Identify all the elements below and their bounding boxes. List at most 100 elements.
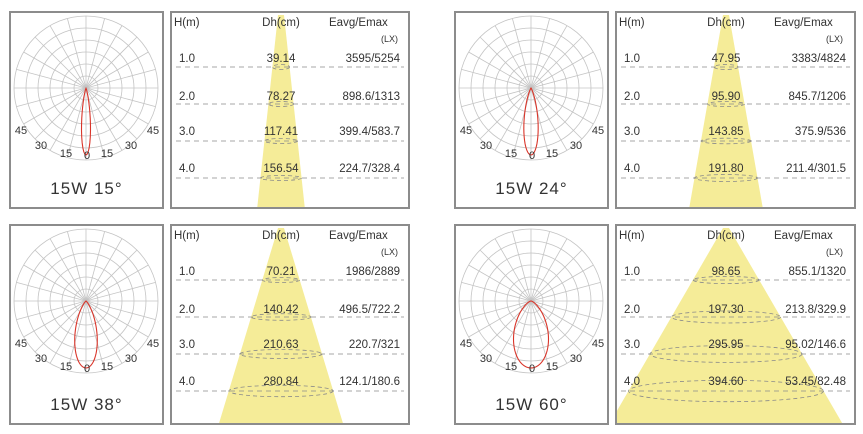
- header-illuminance: Eavg/Emax: [329, 230, 388, 242]
- illumination-table: H(m) Dh(cm) Eavg/Emax (LX) 1.0 47.95 3383/4824…: [615, 11, 856, 209]
- panel-15w-60deg: 45 30 15 0 15 30 45 15W 60° H(m) Dh(cm) Eavg/Ema…: [454, 224, 856, 425]
- light-cone: [621, 15, 850, 207]
- cell-diameter: 95.90: [711, 91, 741, 103]
- polar-angle-label: 15: [60, 148, 72, 160]
- cell-diameter: 191.80: [708, 163, 744, 175]
- panel-15w-24deg: 45 30 15 0 15 30 45 15W 24° H(m) Dh(cm) Eavg/Ema…: [454, 11, 856, 209]
- polar-caption: 15W 15°: [50, 179, 123, 198]
- polar-angle-label: 30: [35, 140, 47, 152]
- light-cone: [617, 228, 850, 423]
- beam-spot-ellipse: [628, 379, 824, 403]
- beam-spot-ellipse: [268, 101, 295, 107]
- header-height: H(m): [174, 17, 200, 29]
- cell-height: 2.0: [179, 91, 195, 103]
- beam-spot-ellipse: [694, 174, 758, 182]
- cell-illuminance: 211.4/301.5: [786, 163, 846, 175]
- intensity-curve: [74, 300, 98, 369]
- polar-angle-label: 45: [592, 125, 604, 137]
- cell-diameter: 98.65: [711, 266, 741, 278]
- cell-illuminance: 124.1/180.6: [339, 376, 400, 388]
- illumination-table: H(m) Dh(cm) Eavg/Emax (LX) 1.0 39.14 3595/5254…: [170, 11, 410, 209]
- polar-angle-label: 15: [101, 148, 113, 160]
- beam-spot-ellipse: [692, 276, 760, 285]
- polar-grid: 45 30 15 0 15 30 45: [13, 228, 159, 375]
- polar-caption: 15W 60°: [495, 395, 568, 414]
- header-illuminance: Eavg/Emax: [329, 17, 388, 29]
- polar-grid: 45 30 15 0 15 30 45: [458, 15, 604, 162]
- polar-angle-label: 30: [570, 353, 582, 365]
- polar-angle-label: 30: [125, 353, 137, 365]
- polar-diagram: 45 30 15 0 15 30 45 15W 38°: [9, 224, 164, 425]
- polar-angle-label: 15: [101, 361, 113, 373]
- beam-spot-ellipse: [264, 138, 299, 144]
- polar-diagram: 45 30 15 0 15 30 45 15W 60°: [454, 224, 609, 425]
- cell-height: 3.0: [179, 126, 195, 138]
- beam-spot-ellipse: [700, 137, 752, 145]
- light-cone: [176, 15, 404, 207]
- cell-illuminance: 224.7/328.4: [339, 163, 400, 175]
- polar-angle-label: 30: [125, 140, 137, 152]
- polar-diagram: 45 30 15 0 15 30 45 15W 15°: [9, 11, 164, 209]
- light-beam: [257, 15, 305, 207]
- cell-diameter: 280.84: [263, 376, 299, 388]
- panel-15w-38deg: 45 30 15 0 15 30 45 15W 38° H(m) Dh(cm) Eavg/Ema…: [9, 224, 410, 425]
- polar-angle-label: 0: [529, 150, 535, 162]
- cell-illuminance: 3595/5254: [345, 53, 400, 65]
- intensity-curve: [523, 87, 539, 156]
- polar-angle-label: 15: [546, 148, 558, 160]
- cell-height: 4.0: [624, 163, 640, 175]
- header-illuminance: Eavg/Emax: [774, 230, 833, 242]
- beam-spot-ellipse: [707, 101, 746, 107]
- header-unit: (LX): [381, 247, 399, 257]
- cell-illuminance: 898.6/1313: [342, 91, 400, 103]
- light-cone: [176, 228, 404, 423]
- intensity-curve: [80, 87, 92, 156]
- cell-illuminance: 1986/2889: [345, 266, 400, 278]
- polar-angle-label: 30: [480, 140, 492, 152]
- cell-illuminance: 496.5/722.2: [339, 304, 400, 316]
- header-height: H(m): [174, 230, 200, 242]
- cell-diameter: 70.21: [266, 266, 296, 278]
- header-diameter: Dh(cm): [707, 17, 745, 29]
- cell-illuminance: 399.4/583.7: [339, 126, 400, 138]
- polar-angle-label: 0: [84, 150, 90, 162]
- cell-illuminance: 53.45/82.48: [785, 376, 846, 388]
- cell-height: 2.0: [624, 91, 640, 103]
- cell-illuminance: 220.7/321: [348, 339, 400, 351]
- cell-height: 4.0: [624, 376, 640, 388]
- cell-diameter: 156.54: [263, 163, 299, 175]
- polar-angle-label: 15: [546, 361, 558, 373]
- beam-spot-ellipse: [260, 175, 303, 181]
- header-unit: (LX): [826, 247, 844, 257]
- panel-15w-15deg: 45 30 15 0 15 30 45 15W 15° H(m) Dh(cm) Eavg/Ema…: [9, 11, 410, 209]
- cell-diameter: 394.60: [708, 376, 744, 388]
- beam-spot-ellipse: [649, 345, 803, 363]
- polar-angle-label: 45: [15, 125, 27, 137]
- polar-diagram: 45 30 15 0 15 30 45 15W 24°: [454, 11, 609, 209]
- beam-spot-ellipse: [272, 64, 291, 70]
- header-height: H(m): [619, 17, 645, 29]
- cell-height: 4.0: [179, 163, 195, 175]
- cell-diameter: 140.42: [263, 304, 299, 316]
- cell-illuminance: 375.9/536: [794, 126, 846, 138]
- cell-diameter: 47.95: [711, 53, 741, 65]
- cell-diameter: 295.95: [708, 339, 744, 351]
- header-unit: (LX): [381, 34, 399, 44]
- polar-angle-label: 45: [460, 338, 472, 350]
- beam-spot-ellipse: [228, 384, 334, 398]
- header-illuminance: Eavg/Emax: [774, 17, 833, 29]
- cell-height: 2.0: [179, 304, 195, 316]
- beam-spot-ellipse: [239, 349, 323, 359]
- polar-angle-label: 45: [460, 125, 472, 137]
- cell-diameter: 210.63: [263, 339, 299, 351]
- polar-angle-label: 0: [529, 363, 535, 375]
- cell-illuminance: 845.7/1206: [788, 91, 846, 103]
- beam-spot-ellipse: [671, 310, 781, 324]
- polar-grid: 45 30 15 0 15 30 45: [13, 15, 159, 162]
- cell-illuminance: 3383/4824: [791, 53, 846, 65]
- cell-illuminance: 95.02/146.6: [785, 339, 846, 351]
- intensity-curve: [512, 300, 550, 369]
- cell-diameter: 39.14: [266, 53, 296, 65]
- polar-caption: 15W 38°: [50, 395, 123, 414]
- cell-height: 1.0: [624, 53, 640, 65]
